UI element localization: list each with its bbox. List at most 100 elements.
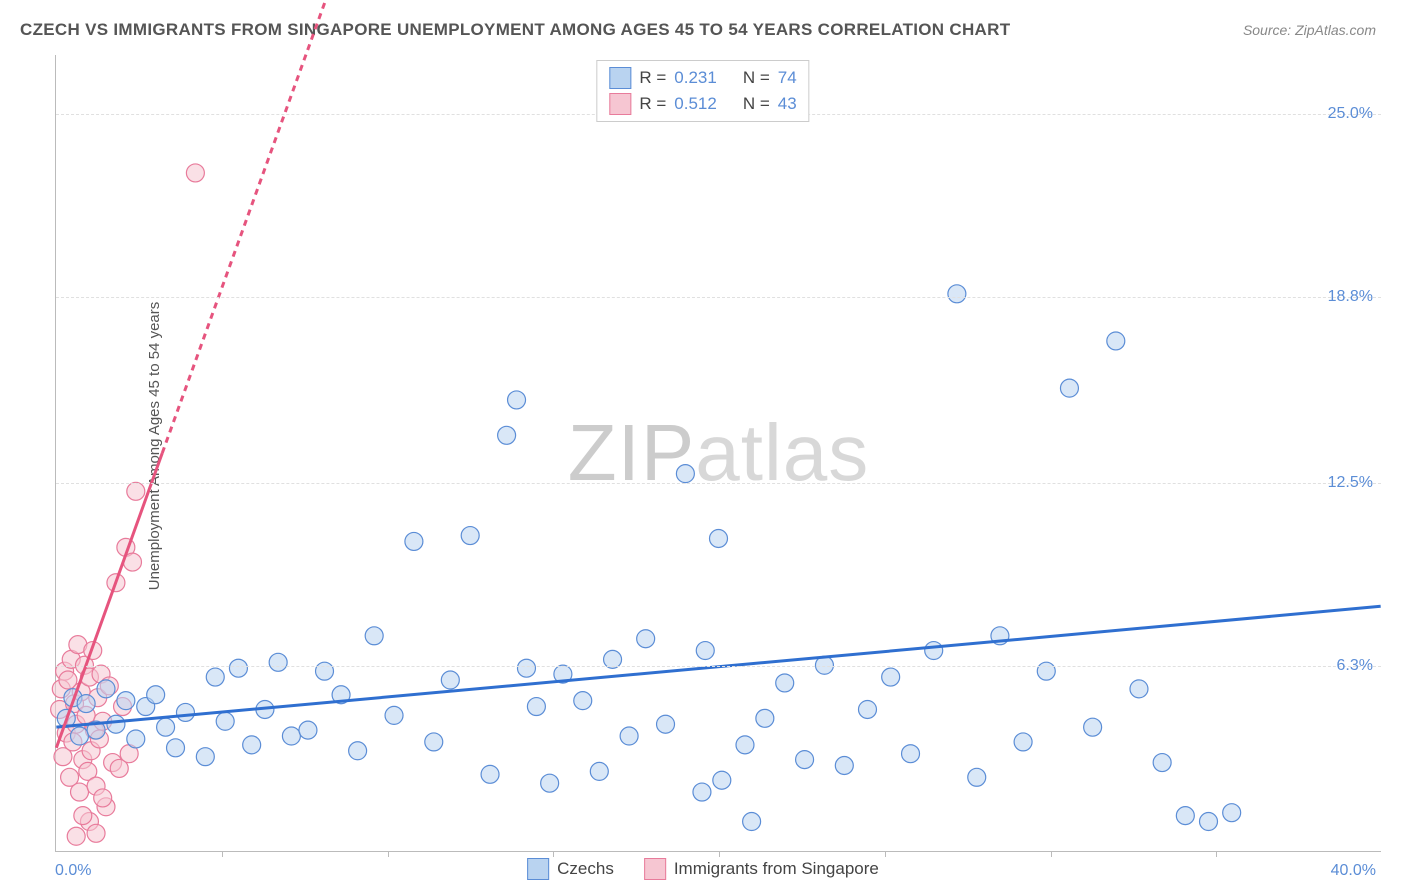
data-point xyxy=(590,762,608,780)
data-point xyxy=(71,727,89,745)
r-label-1: R = xyxy=(639,68,666,88)
data-point xyxy=(968,768,986,786)
data-point xyxy=(1037,662,1055,680)
data-point xyxy=(657,715,675,733)
data-point xyxy=(461,527,479,545)
data-point xyxy=(365,627,383,645)
data-point xyxy=(776,674,794,692)
data-point xyxy=(316,662,334,680)
scatter-svg xyxy=(56,55,1381,851)
x-tick xyxy=(1216,851,1217,857)
data-point xyxy=(574,692,592,710)
data-point xyxy=(696,642,714,660)
data-point xyxy=(269,653,287,671)
data-point xyxy=(736,736,754,754)
plot-area: ZIPatlas 6.3%12.5%18.8%25.0% xyxy=(55,55,1381,852)
x-tick xyxy=(719,851,720,857)
legend-label-1: Czechs xyxy=(557,859,614,879)
n-label-2: N = xyxy=(743,94,770,114)
data-point xyxy=(94,789,112,807)
stats-legend: R = 0.231 N = 74 R = 0.512 N = 43 xyxy=(596,60,809,122)
legend-label-2: Immigrants from Singapore xyxy=(674,859,879,879)
data-point xyxy=(676,465,694,483)
data-point xyxy=(186,164,204,182)
bottom-legend: Czechs Immigrants from Singapore xyxy=(527,858,879,880)
y-tick-label: 25.0% xyxy=(1328,105,1373,123)
data-point xyxy=(127,730,145,748)
stats-row-1: R = 0.231 N = 74 xyxy=(609,65,796,91)
y-tick-label: 18.8% xyxy=(1328,288,1373,306)
data-point xyxy=(882,668,900,686)
data-point xyxy=(713,771,731,789)
swatch-series1-icon xyxy=(609,67,631,89)
data-point xyxy=(1107,332,1125,350)
n-label-1: N = xyxy=(743,68,770,88)
swatch-series2-icon xyxy=(609,93,631,115)
data-point xyxy=(67,827,85,845)
data-point xyxy=(196,748,214,766)
chart-title: CZECH VS IMMIGRANTS FROM SINGAPORE UNEMP… xyxy=(20,20,1010,40)
x-tick xyxy=(553,851,554,857)
n-value-2: 43 xyxy=(778,94,797,114)
data-point xyxy=(229,659,247,677)
data-point xyxy=(637,630,655,648)
data-point xyxy=(517,659,535,677)
swatch-series2-icon xyxy=(644,858,666,880)
data-point xyxy=(97,680,115,698)
data-point xyxy=(176,703,194,721)
data-point xyxy=(756,709,774,727)
legend-item-1: Czechs xyxy=(527,858,614,880)
data-point xyxy=(405,532,423,550)
data-point xyxy=(349,742,367,760)
data-point xyxy=(385,706,403,724)
stats-row-2: R = 0.512 N = 43 xyxy=(609,91,796,117)
data-point xyxy=(527,698,545,716)
data-point xyxy=(1223,804,1241,822)
data-point xyxy=(508,391,526,409)
data-point xyxy=(796,751,814,769)
data-point xyxy=(127,482,145,500)
x-tick xyxy=(885,851,886,857)
x-axis-min-label: 0.0% xyxy=(55,862,91,880)
data-point xyxy=(541,774,559,792)
data-point xyxy=(858,701,876,719)
legend-item-2: Immigrants from Singapore xyxy=(644,858,879,880)
data-point xyxy=(71,783,89,801)
r-value-1: 0.231 xyxy=(674,68,717,88)
x-tick xyxy=(1051,851,1052,857)
data-point xyxy=(1130,680,1148,698)
data-point xyxy=(282,727,300,745)
data-point xyxy=(157,718,175,736)
data-point xyxy=(107,715,125,733)
data-point xyxy=(1176,807,1194,825)
gridline xyxy=(56,297,1381,298)
data-point xyxy=(147,686,165,704)
data-point xyxy=(243,736,261,754)
r-label-2: R = xyxy=(639,94,666,114)
data-point xyxy=(902,745,920,763)
data-point xyxy=(117,692,135,710)
x-tick xyxy=(388,851,389,857)
data-point xyxy=(87,824,105,842)
data-point xyxy=(481,765,499,783)
gridline xyxy=(56,483,1381,484)
data-point xyxy=(498,426,516,444)
x-axis-max-label: 40.0% xyxy=(1331,862,1376,880)
data-point xyxy=(299,721,317,739)
data-point xyxy=(948,285,966,303)
data-point xyxy=(425,733,443,751)
data-point xyxy=(1060,379,1078,397)
x-tick xyxy=(222,851,223,857)
data-point xyxy=(441,671,459,689)
data-point xyxy=(710,530,728,548)
data-point xyxy=(620,727,638,745)
n-value-1: 74 xyxy=(778,68,797,88)
source-credit: Source: ZipAtlas.com xyxy=(1243,22,1376,38)
data-point xyxy=(167,739,185,757)
data-point xyxy=(925,642,943,660)
r-value-2: 0.512 xyxy=(674,94,717,114)
y-tick-label: 6.3% xyxy=(1337,657,1373,675)
data-point xyxy=(74,807,92,825)
data-point xyxy=(693,783,711,801)
swatch-series1-icon xyxy=(527,858,549,880)
